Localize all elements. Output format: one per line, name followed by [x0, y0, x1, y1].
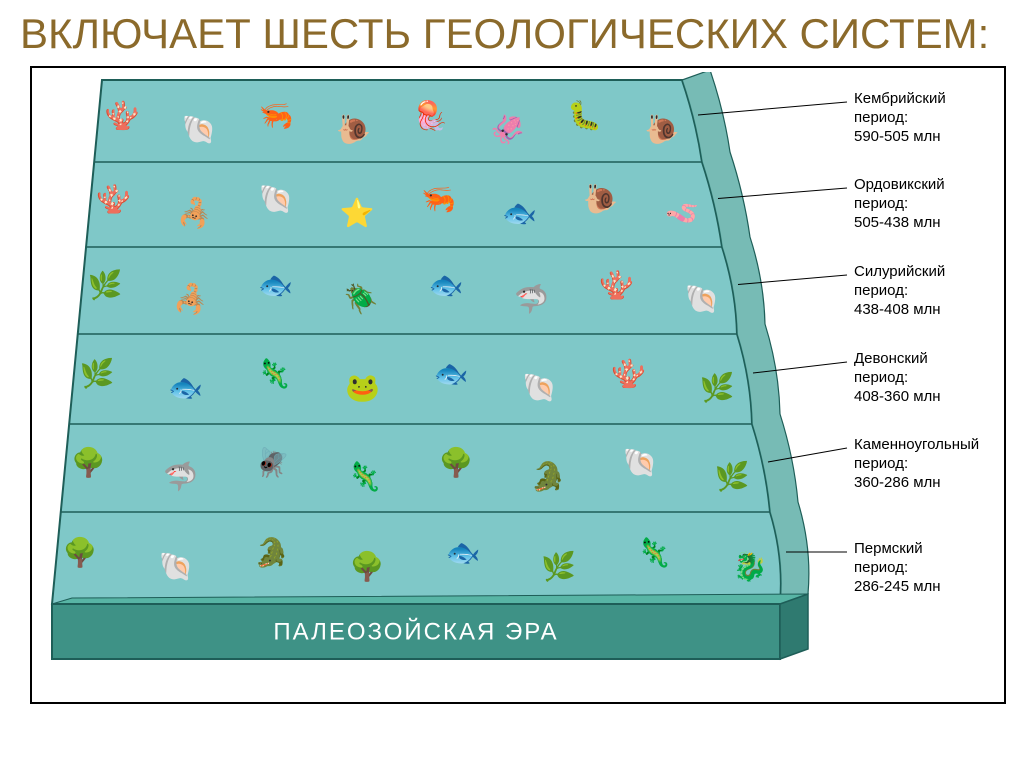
- organism-glyph: 🪱: [665, 198, 700, 229]
- organism-glyph: 🌿: [541, 550, 576, 583]
- period-label-3: Девонскийпериод:408-360 млн: [854, 350, 1009, 406]
- period-range: 360-286 млн: [854, 474, 1009, 493]
- organism-glyph: 🦐: [421, 184, 456, 215]
- organism-glyph: 🦂: [177, 196, 212, 230]
- period-name: Силурийский: [854, 263, 1009, 282]
- organism-glyph: 🌳: [63, 535, 98, 569]
- organism-glyph: 🦈: [163, 460, 198, 493]
- period-word: период:: [854, 109, 1009, 128]
- period-range: 590-505 млн: [854, 128, 1009, 147]
- period-name: Пермский: [854, 540, 1009, 559]
- period-label-4: Каменноугольныйпериод:360-286 млн: [854, 436, 1009, 492]
- period-range: 505-438 млн: [854, 214, 1009, 233]
- organism-glyph: 🐚: [623, 447, 658, 478]
- organism-glyph: 🐚: [685, 284, 720, 315]
- organism-glyph: 🐚: [182, 114, 217, 145]
- period-word: период:: [854, 369, 1009, 388]
- organism-glyph: 🌿: [88, 269, 123, 302]
- organism-glyph: 🐚: [159, 551, 194, 582]
- organism-glyph: 🌳: [439, 445, 474, 479]
- period-range: 408-360 млн: [854, 388, 1009, 407]
- period-label-5: Пермскийпериод:286-245 млн: [854, 540, 1009, 596]
- organism-glyph: 🦐: [259, 100, 294, 131]
- organism-glyph: 🐟: [502, 198, 537, 229]
- organism-glyph: 🌳: [350, 549, 385, 583]
- organism-glyph: 🐟: [434, 358, 469, 389]
- organism-glyph: 🐚: [259, 184, 294, 215]
- organism-glyph: 🐟: [446, 537, 481, 568]
- period-label-0: Кембрийскийпериод:590-505 млн: [854, 90, 1009, 146]
- period-word: период:: [854, 282, 1009, 301]
- organism-glyph: 🌿: [715, 460, 750, 493]
- organism-glyph: 🪲: [344, 283, 379, 316]
- period-name: Каменноугольный: [854, 436, 1009, 455]
- organism-glyph: 🐟: [168, 372, 203, 403]
- organism-glyph: 🐌: [645, 114, 680, 146]
- organism-glyph: 🌿: [700, 371, 735, 404]
- paleozoic-diagram: ПАЛЕОЗОЙСКАЯ ЭРА 🪸 🐚 🦐 🐌 🪼 🦑 🐛 🐌 🪸 🦂 🐚 ⭐ 🦐 🐟 🐌 🪱 🌿 🦂 🐟 🪲 🐟 🦈 🪸 🐚…: [42, 72, 852, 697]
- organism-glyph: 🐊: [531, 459, 566, 493]
- page-title: ВКЛЮЧАЕТ ШЕСТЬ ГЕОЛОГИЧЕСКИХ СИСТЕМ:: [0, 0, 1024, 66]
- organism-glyph: 🦎: [637, 536, 672, 569]
- period-label-1: Ордовикскийпериод:505-438 млн: [854, 176, 1009, 232]
- organism-glyph: 🪸: [96, 184, 131, 215]
- organism-glyph: 🌿: [80, 357, 115, 390]
- organism-glyph: ⭐: [340, 197, 375, 229]
- period-range: 286-245 млн: [854, 578, 1009, 597]
- organism-glyph: 🐟: [258, 270, 293, 301]
- organism-glyph: 🪰: [255, 446, 290, 479]
- period-name: Кембрийский: [854, 90, 1009, 109]
- organism-glyph: 🦂: [173, 282, 208, 316]
- organism-glyph: 🐉: [733, 550, 768, 583]
- organism-glyph: 🐊: [254, 535, 289, 569]
- organism-glyph: 🐸: [345, 372, 380, 403]
- period-name: Ордовикский: [854, 176, 1009, 195]
- organism-glyph: 🪸: [599, 270, 634, 301]
- period-label-2: Силурийскийпериод:438-408 млн: [854, 263, 1009, 319]
- period-word: период:: [854, 559, 1009, 578]
- organism-glyph: 🪼: [413, 97, 448, 132]
- organism-glyph: 🦎: [347, 460, 382, 493]
- period-word: период:: [854, 455, 1009, 474]
- organism-glyph: 🐌: [583, 184, 618, 216]
- organism-glyph: 🦈: [514, 283, 549, 316]
- period-range: 438-408 млн: [854, 301, 1009, 320]
- period-name: Девонский: [854, 350, 1009, 369]
- organism-glyph: 🐌: [336, 114, 371, 146]
- period-word: период:: [854, 195, 1009, 214]
- organism-glyph: 🦎: [257, 357, 292, 390]
- organism-glyph: 🐚: [522, 372, 557, 403]
- diagram-frame: ПАЛЕОЗОЙСКАЯ ЭРА 🪸 🐚 🦐 🐌 🪼 🦑 🐛 🐌 🪸 🦂 🐚 ⭐ 🦐 🐟 🐌 🪱 🌿 🦂 🐟 🪲 🐟 🦈 🪸 🐚…: [30, 66, 1006, 704]
- organism-glyph: 🪸: [105, 100, 140, 131]
- organism-glyph: 🪸: [611, 358, 646, 389]
- organism-glyph: 🌳: [71, 445, 106, 479]
- organism-glyph: 🐟: [429, 270, 464, 301]
- organism-glyph: 🦑: [490, 113, 525, 146]
- era-label: ПАЛЕОЗОЙСКАЯ ЭРА: [273, 618, 558, 646]
- organism-glyph: 🐛: [567, 99, 602, 132]
